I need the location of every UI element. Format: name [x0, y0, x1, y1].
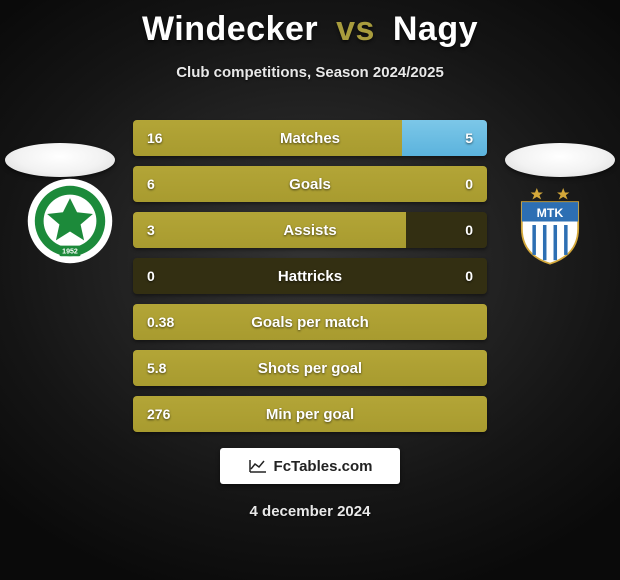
stat-label: Min per goal: [133, 396, 487, 432]
stat-row: 00Hattricks: [133, 258, 487, 294]
stat-row: 30Assists: [133, 212, 487, 248]
player2-name: Nagy: [393, 10, 478, 48]
stat-label: Goals: [133, 166, 487, 202]
footer-date: 4 december 2024: [0, 503, 620, 520]
player2-avatar-placeholder: [505, 143, 615, 177]
crest-left-year-top: 2006: [61, 188, 79, 197]
stat-row: 276Min per goal: [133, 396, 487, 432]
player1-avatar-placeholder: [5, 143, 115, 177]
stat-row: 5.8Shots per goal: [133, 350, 487, 386]
source-badge: FcTables.com: [220, 448, 400, 484]
stat-bars-container: 165Matches 60Goals 30Assists 00Hattricks 0.3…: [133, 120, 487, 442]
vs-separator: vs: [336, 10, 375, 48]
stat-label: Goals per match: [133, 304, 487, 340]
page-title: Windecker vs Nagy: [0, 10, 620, 49]
subtitle: Club competitions, Season 2024/2025: [0, 64, 620, 81]
player1-name: Windecker: [142, 10, 318, 48]
comparison-card: Windecker vs Nagy Club competitions, Sea…: [0, 0, 620, 580]
chart-icon: [248, 458, 268, 474]
source-text: FcTables.com: [274, 458, 373, 475]
stat-row: 165Matches: [133, 120, 487, 156]
stat-row: 0.38Goals per match: [133, 304, 487, 340]
player1-club-crest: 2006 1952: [26, 177, 114, 265]
stat-row: 60Goals: [133, 166, 487, 202]
crest-left-year-bottom: 1952: [62, 249, 78, 256]
stat-label: Assists: [133, 212, 487, 248]
stat-label: Shots per goal: [133, 350, 487, 386]
stat-label: Hattricks: [133, 258, 487, 294]
player2-club-crest: MTK: [506, 181, 594, 269]
stat-label: Matches: [133, 120, 487, 156]
crest-right-text: MTK: [537, 206, 564, 220]
